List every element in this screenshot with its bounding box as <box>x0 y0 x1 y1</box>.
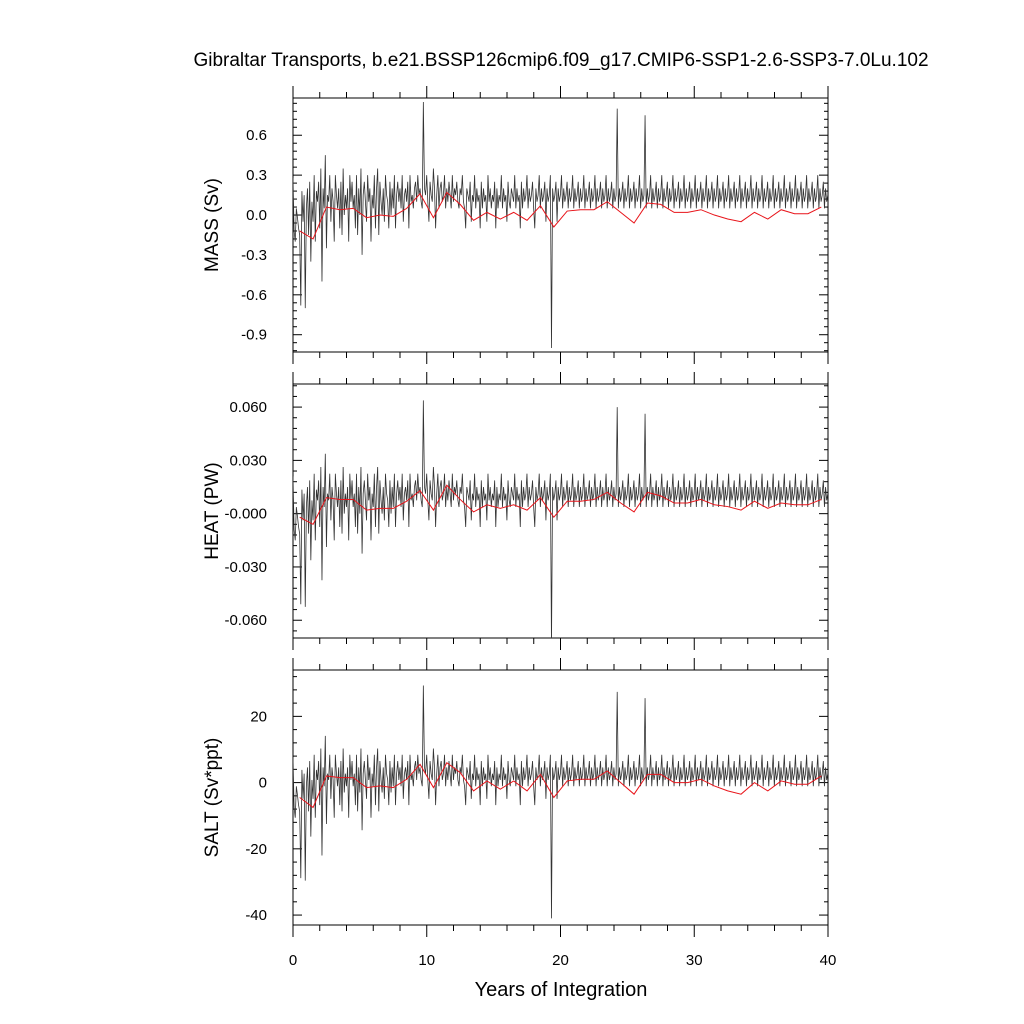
x-tick-label: 20 <box>552 952 569 969</box>
y-axis-label-mass: MASS (Sv) <box>202 178 223 272</box>
y-tick-label: 0.060 <box>229 399 267 416</box>
y-tick-label: -0.030 <box>224 559 267 576</box>
y-tick-label: -40 <box>245 907 267 924</box>
plot-frame-salt <box>292 669 829 926</box>
x-tick-label: 40 <box>820 952 837 969</box>
panel-mass: 0.6 0.3 0.0 -0.3 -0.6 -0.9 MASS (Sv) <box>202 86 829 364</box>
y-axis-label-salt: SALT (Sv*ppt) <box>202 738 223 858</box>
y-tick-label: 20 <box>250 708 267 725</box>
y-tick-label: -0.3 <box>241 247 267 264</box>
x-tick-label: 30 <box>686 952 703 969</box>
y-tick-label: 0 <box>259 775 267 792</box>
monthly-series-line-heat <box>293 400 828 638</box>
y-tick-label: 0.0 <box>246 207 267 224</box>
y-tick-label: -0.000 <box>224 506 267 523</box>
monthly-series-line-salt <box>293 685 828 919</box>
x-axis-label: Years of Integration <box>475 979 648 1001</box>
y-tick-label: -0.6 <box>241 287 267 304</box>
annual-mean-line-salt <box>299 761 822 809</box>
plot-frame-mass <box>292 97 829 353</box>
annual-mean-line-heat <box>299 484 822 526</box>
y-tick-label: 0.030 <box>229 452 267 469</box>
panel-heat: 0.060 0.030 -0.000 -0.030 -0.060 HEAT (PW) <box>202 372 829 650</box>
y-tick-label: -20 <box>245 841 267 858</box>
y-tick-label: 0.3 <box>246 167 267 184</box>
y-tick-label: 0.6 <box>246 127 267 144</box>
plot-frame-heat <box>292 383 829 639</box>
annual-mean-line-mass <box>299 191 822 240</box>
panel-salt: 20 0 -20 -40 0 10 20 30 40 SALT (Sv*ppt) <box>202 658 836 969</box>
x-tick-label: 10 <box>418 952 435 969</box>
x-tick-label: 0 <box>289 952 297 969</box>
chart-title: Gibraltar Transports, b.e21.BSSP126cmip6… <box>193 50 928 71</box>
y-axis-label-heat: HEAT (PW) <box>202 462 223 559</box>
monthly-series-line-mass <box>293 101 828 349</box>
y-tick-label: -0.9 <box>241 327 267 344</box>
y-tick-label: -0.060 <box>224 612 267 629</box>
